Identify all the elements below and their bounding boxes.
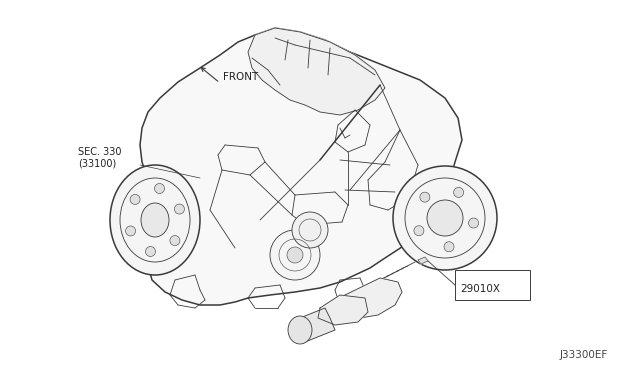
Ellipse shape: [444, 242, 454, 252]
Polygon shape: [418, 257, 428, 264]
Ellipse shape: [154, 183, 164, 193]
Text: J33300EF: J33300EF: [560, 350, 608, 360]
Polygon shape: [318, 295, 368, 325]
Ellipse shape: [292, 212, 328, 248]
Ellipse shape: [427, 200, 463, 236]
Ellipse shape: [130, 195, 140, 205]
Text: SEC. 330: SEC. 330: [78, 147, 122, 157]
Text: FRONT: FRONT: [223, 72, 259, 82]
Text: 29010X: 29010X: [460, 284, 500, 294]
Ellipse shape: [287, 247, 303, 263]
Ellipse shape: [110, 165, 200, 275]
Ellipse shape: [175, 204, 184, 214]
Ellipse shape: [454, 187, 463, 198]
Ellipse shape: [145, 247, 156, 257]
Ellipse shape: [420, 192, 430, 202]
Ellipse shape: [393, 166, 497, 270]
Ellipse shape: [414, 226, 424, 236]
Ellipse shape: [125, 226, 136, 236]
Bar: [455, 270, 530, 300]
Polygon shape: [248, 28, 385, 115]
Ellipse shape: [270, 230, 320, 280]
Ellipse shape: [141, 203, 169, 237]
Ellipse shape: [468, 218, 479, 228]
Polygon shape: [338, 278, 402, 318]
Polygon shape: [140, 28, 462, 305]
Text: (33100): (33100): [78, 158, 116, 168]
Ellipse shape: [170, 235, 180, 246]
Polygon shape: [295, 308, 335, 342]
Ellipse shape: [288, 316, 312, 344]
